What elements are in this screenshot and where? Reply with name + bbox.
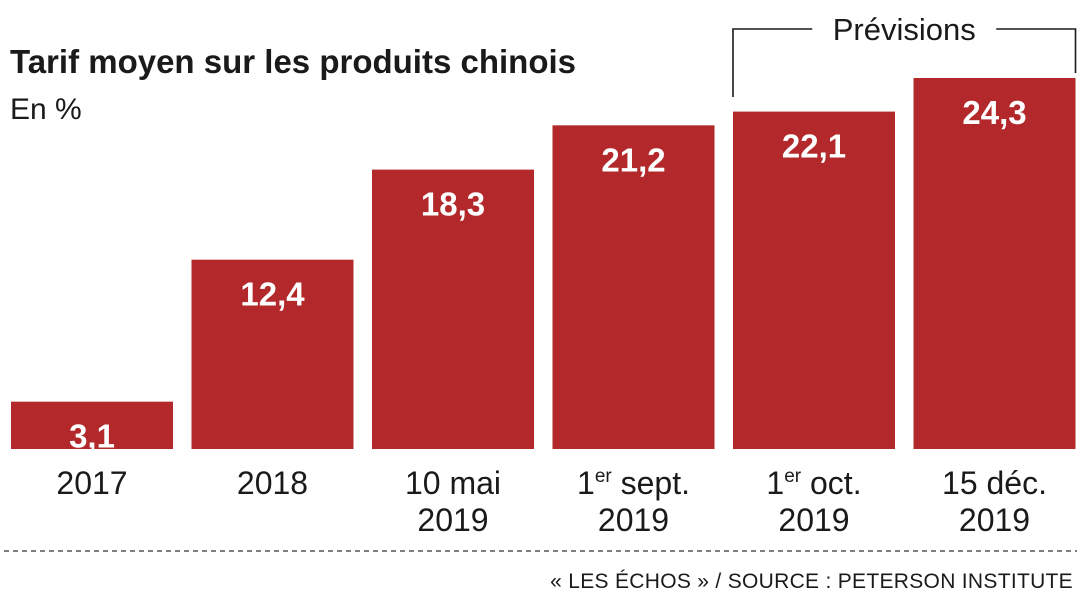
source-note: « LES ÉCHOS » / SOURCE : PETERSON INSTIT… [550,570,1073,593]
value-label-1: 12,4 [240,276,305,313]
value-label-4: 22,1 [782,128,846,165]
value-labels-group: 3,1 12,4 18,3 21,2 22,1 24,3 [69,94,1027,455]
bar-0 [11,401,173,449]
value-label-3: 21,2 [601,141,665,178]
category-label-0: 2017 [56,465,127,501]
forecast-label: Prévisions [833,12,976,47]
bars-group [11,78,1076,450]
chart-title: Tarif moyen sur les produits chinois [10,43,576,80]
category-label-1-text: 2018 [237,465,308,501]
bar-3 [552,125,715,449]
category-label-2-text: 10 mai [405,465,501,501]
bar-1 [191,259,354,449]
category-label-2-line2: 2019 [417,502,488,538]
category-label-4-line2: 2019 [778,502,849,538]
value-label-5: 24,3 [962,94,1026,131]
category-label-2: 10 mai [405,465,501,501]
forecast-annotation: Prévisions [732,12,1077,97]
forecast-bracket [732,28,1077,97]
category-label-1: 2018 [237,465,308,501]
category-label-4-sup: er [784,466,802,487]
category-label-4-text: 1 [766,465,784,501]
category-label-3-rest: sept. [612,465,690,501]
category-label-5-text: 15 déc. [942,465,1047,501]
category-label-4-rest: oct. [801,465,861,501]
value-label-0: 3,1 [69,418,115,455]
value-label-2: 18,3 [421,186,485,223]
category-label-3-line2: 2019 [598,502,669,538]
category-label-3: 1er sept. [577,465,690,501]
category-label-4: 1er oct. [766,465,861,501]
category-label-3-text: 1 [577,465,595,501]
category-label-0-text: 2017 [56,465,127,501]
category-label-5: 15 déc. [942,465,1047,501]
bar-2 [372,169,534,450]
category-label-3-sup: er [595,466,613,487]
bar-5 [913,78,1076,449]
category-label-5-line2: 2019 [959,502,1030,538]
bar-4 [733,111,895,450]
chart-subtitle: En % [10,93,82,126]
